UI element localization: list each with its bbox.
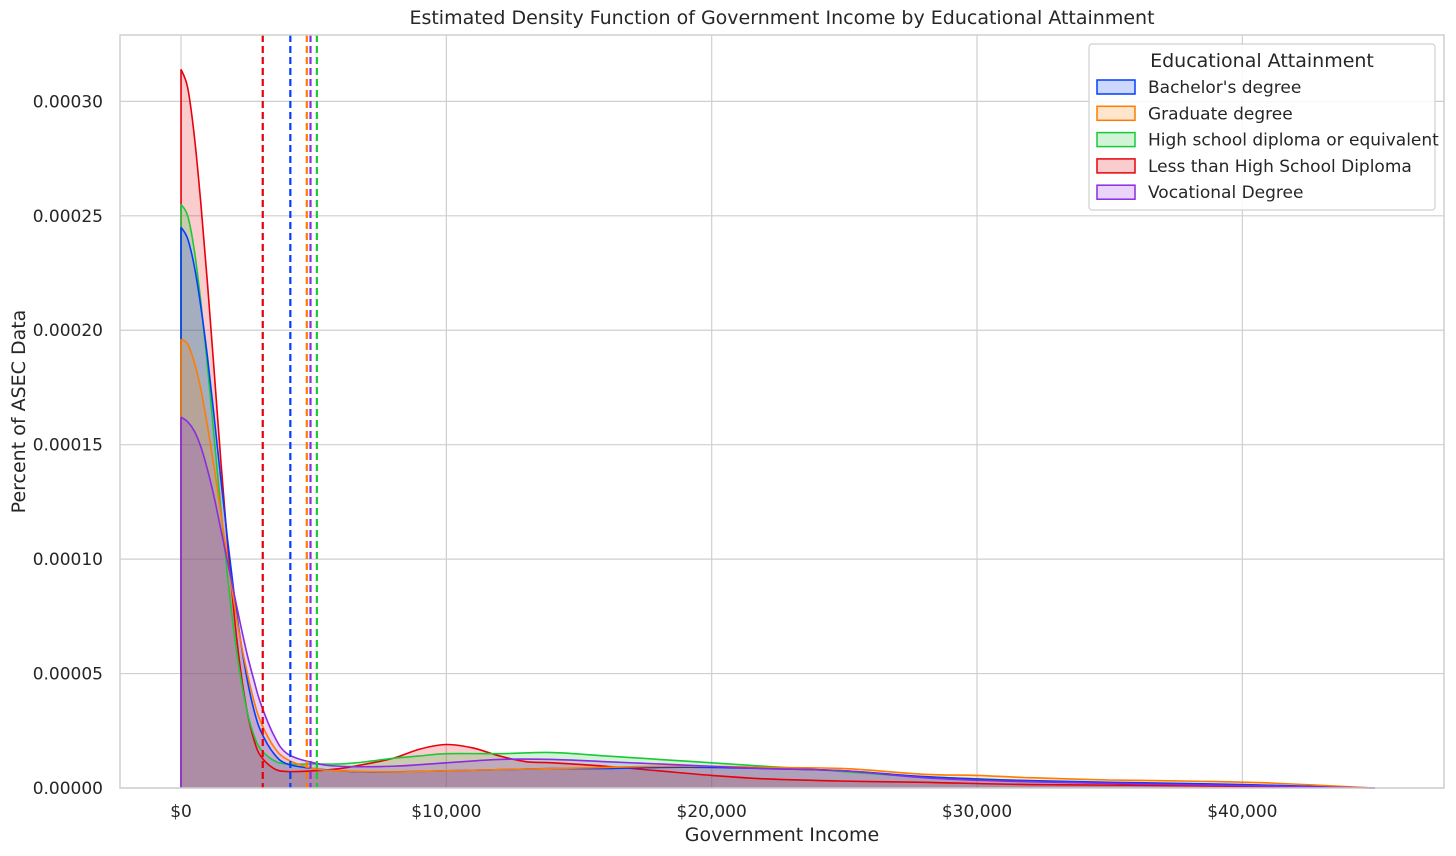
tick-labels: $0 $10,000 $20,000 $30,000 $40,000 0.00000 0.0… xyxy=(33,92,1278,822)
y-tick-label: 0.00005 xyxy=(33,665,103,685)
density-area-graduate-degree xyxy=(181,339,1376,788)
x-tick-label: $0 xyxy=(170,802,192,822)
legend-label-vocational-degree: Vocational Degree xyxy=(1148,183,1303,203)
density-line-high-school-diploma-or-equivalent xyxy=(180,203,1376,789)
legend-swatch-bachelor-s-degree xyxy=(1096,79,1136,95)
density-line-bachelor-s-degree xyxy=(180,226,1376,789)
y-axis-label: Percent of ASEC Data xyxy=(8,310,30,514)
legend-label-bachelor-s-degree: Bachelor's degree xyxy=(1148,78,1301,98)
legend-swatch-high-school-diploma-or-equivalent xyxy=(1096,131,1136,148)
legend-swatch-graduate-degree xyxy=(1096,105,1136,122)
density-line-less-than-high-school-diploma xyxy=(180,69,1376,789)
legend-label-less-than-high-school-diploma: Less than High School Diploma xyxy=(1148,157,1412,177)
plot-frame xyxy=(119,34,1445,789)
legend-label-high-school-diploma-or-equivalent: High school diploma or equivalent xyxy=(1148,131,1439,151)
y-tick-label: 0.00025 xyxy=(33,207,103,227)
x-tick-label: $40,000 xyxy=(1207,802,1277,822)
legend-swatch-less-than-high-school-diploma xyxy=(1096,158,1136,174)
y-tick-label: 0.00015 xyxy=(33,436,103,456)
y-tick-label: 0.00000 xyxy=(33,779,103,799)
density-area-bachelor-s-degree xyxy=(181,227,1376,789)
y-tick-label: 0.00030 xyxy=(33,92,103,112)
x-tick-label: $20,000 xyxy=(677,802,747,822)
density-lines xyxy=(180,69,1376,789)
mean-lines xyxy=(261,35,318,788)
legend: Educational Attainment Bachelor's degree… xyxy=(1088,43,1439,211)
chart-title: Estimated Density Function of Government… xyxy=(409,7,1154,29)
x-tick-label: $30,000 xyxy=(942,802,1012,822)
x-axis-label: Government Income xyxy=(685,824,879,846)
x-tick-label: $10,000 xyxy=(411,802,481,822)
legend-swatch-vocational-degree xyxy=(1096,184,1136,200)
density-line-vocational-degree xyxy=(180,416,1376,789)
legend-box xyxy=(1088,43,1436,211)
density-line-graduate-degree xyxy=(180,338,1376,789)
density-area-high-school-diploma-or-equivalent xyxy=(181,204,1376,788)
legend-items: Bachelor's degree Graduate degree High sch… xyxy=(1096,78,1439,203)
y-tick-label: 0.00020 xyxy=(33,321,103,341)
density-area-vocational-degree xyxy=(181,417,1376,788)
legend-label-graduate-degree: Graduate degree xyxy=(1148,104,1293,124)
y-tick-label: 0.00010 xyxy=(33,550,103,570)
legend-title: Educational Attainment xyxy=(1150,50,1374,72)
